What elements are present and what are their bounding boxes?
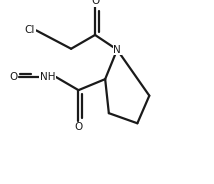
Text: N: N [113, 45, 121, 55]
Text: Cl: Cl [25, 25, 35, 35]
Text: O: O [91, 0, 99, 6]
Text: NH: NH [40, 72, 55, 82]
Text: O: O [74, 122, 83, 132]
Text: O: O [9, 72, 18, 82]
